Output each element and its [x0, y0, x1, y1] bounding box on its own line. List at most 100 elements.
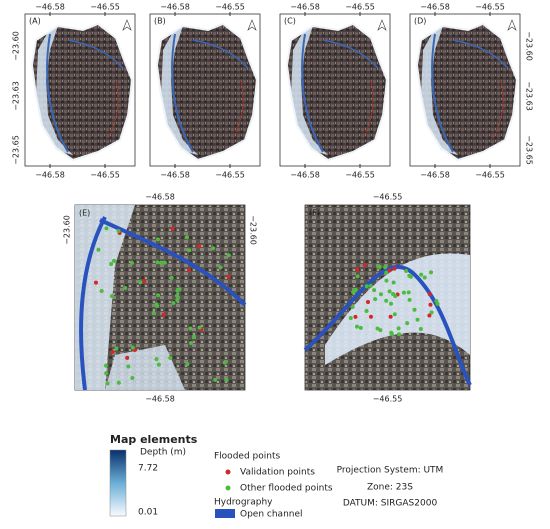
depth-colorbar: [109, 449, 127, 517]
flooded-point: [429, 310, 434, 315]
panel-label: (C): [284, 17, 296, 26]
legend-zone: Zone: 23S: [367, 483, 413, 493]
flooded-point: [104, 371, 109, 376]
flooded-point: [103, 363, 108, 368]
north-arrow: [122, 19, 132, 31]
coord-label: −46.58: [160, 171, 190, 180]
panel-label: (A): [29, 17, 41, 26]
flooded-point: [350, 305, 355, 310]
validation-point: [353, 314, 358, 319]
validation-point: [368, 314, 373, 319]
coord-label: −46.58: [420, 3, 450, 12]
channel: [79, 216, 247, 391]
flooded-point: [390, 332, 395, 337]
flooded-point: [99, 288, 104, 293]
flooded-point: [348, 315, 353, 320]
flooded-point: [372, 288, 377, 293]
flooded-point: [364, 309, 369, 314]
panel-label: (D): [414, 17, 426, 26]
flooded-point: [156, 237, 161, 242]
flooded-point: [109, 294, 114, 299]
legend: [109, 449, 235, 518]
validation-point: [110, 349, 115, 354]
coord-label: −46.58: [35, 3, 65, 12]
flooded-point: [222, 360, 227, 365]
coord-label: −46.55: [345, 171, 375, 180]
flooded-point: [187, 248, 192, 253]
legend-validation: Validation points: [240, 468, 315, 478]
flooded-point: [375, 326, 380, 331]
map-panel: [409, 13, 521, 167]
coord-label: −46.58: [160, 3, 190, 12]
coord-label: −46.55: [475, 171, 505, 180]
coord-label: −23.60: [525, 31, 534, 61]
validation-point: [428, 302, 433, 307]
flooded-point: [130, 345, 135, 350]
flooded-point: [389, 301, 394, 306]
coord-label: −23.65: [12, 135, 21, 165]
map-panel: [149, 13, 261, 167]
flooded-point: [383, 265, 388, 270]
flooded-point: [123, 285, 128, 290]
validation-point: [187, 267, 192, 272]
flooded-point: [401, 290, 406, 295]
coord-label: −46.55: [90, 171, 120, 180]
panel-label: (E): [79, 209, 90, 218]
coord-label: −46.55: [373, 395, 403, 404]
flooded-point: [105, 381, 110, 386]
flooded-point: [218, 265, 223, 270]
flooded-point: [419, 272, 424, 277]
flooded-point: [185, 235, 190, 240]
flooded-point: [358, 325, 363, 330]
zoom-panel: [303, 204, 472, 391]
coord-label: −46.58: [145, 395, 175, 404]
validation-point: [226, 274, 231, 279]
legend-flooded-title: Flooded points: [214, 452, 280, 462]
validation-point: [366, 299, 371, 304]
validation-point: [387, 268, 392, 273]
flooded-point: [354, 324, 359, 329]
flooded-point: [129, 260, 134, 265]
coord-label: −46.55: [90, 3, 120, 12]
flooded-point: [384, 270, 389, 275]
validation-point: [392, 266, 397, 271]
coord-label: −46.55: [373, 193, 403, 202]
flooded-point: [156, 362, 161, 367]
coord-label: −23.60: [63, 215, 72, 245]
flooded-point: [387, 289, 392, 294]
flooded-point: [109, 262, 114, 267]
flooded-point: [116, 380, 121, 385]
legend-hydro-title: Hydrography: [214, 498, 273, 508]
north-arrow: [507, 19, 517, 31]
validation-point: [355, 267, 360, 272]
flooded-point: [373, 297, 378, 302]
legend-depth-max: 7.72: [138, 464, 158, 474]
flooded-point: [404, 269, 409, 274]
flooded-point: [378, 292, 383, 297]
flooded-point: [169, 275, 174, 280]
flooded-point: [138, 280, 143, 285]
flooded-point: [175, 298, 180, 303]
coord-label: −23.60: [249, 215, 258, 245]
validation-point: [427, 292, 432, 297]
validation-point: [125, 355, 130, 360]
flooded-point: [156, 293, 161, 298]
flooded-point: [151, 311, 156, 316]
flooded-point: [392, 312, 397, 317]
coord-label: −46.55: [215, 171, 245, 180]
flooded-point: [154, 302, 159, 307]
flooded-point: [188, 326, 193, 331]
coord-label: −46.55: [215, 3, 245, 12]
flooded-point: [396, 326, 401, 331]
flooded-point: [168, 355, 173, 360]
legend-other: Other flooded points: [240, 484, 333, 494]
flooded-point: [211, 246, 216, 251]
flooded-point: [405, 321, 410, 326]
panel-label: (F): [309, 209, 320, 218]
validation-point: [93, 280, 98, 285]
flooded-point: [112, 258, 117, 263]
flooded-point: [114, 346, 119, 351]
flooded-point: [224, 378, 229, 383]
other-symbol: [225, 485, 231, 491]
flooded-point: [162, 260, 167, 265]
